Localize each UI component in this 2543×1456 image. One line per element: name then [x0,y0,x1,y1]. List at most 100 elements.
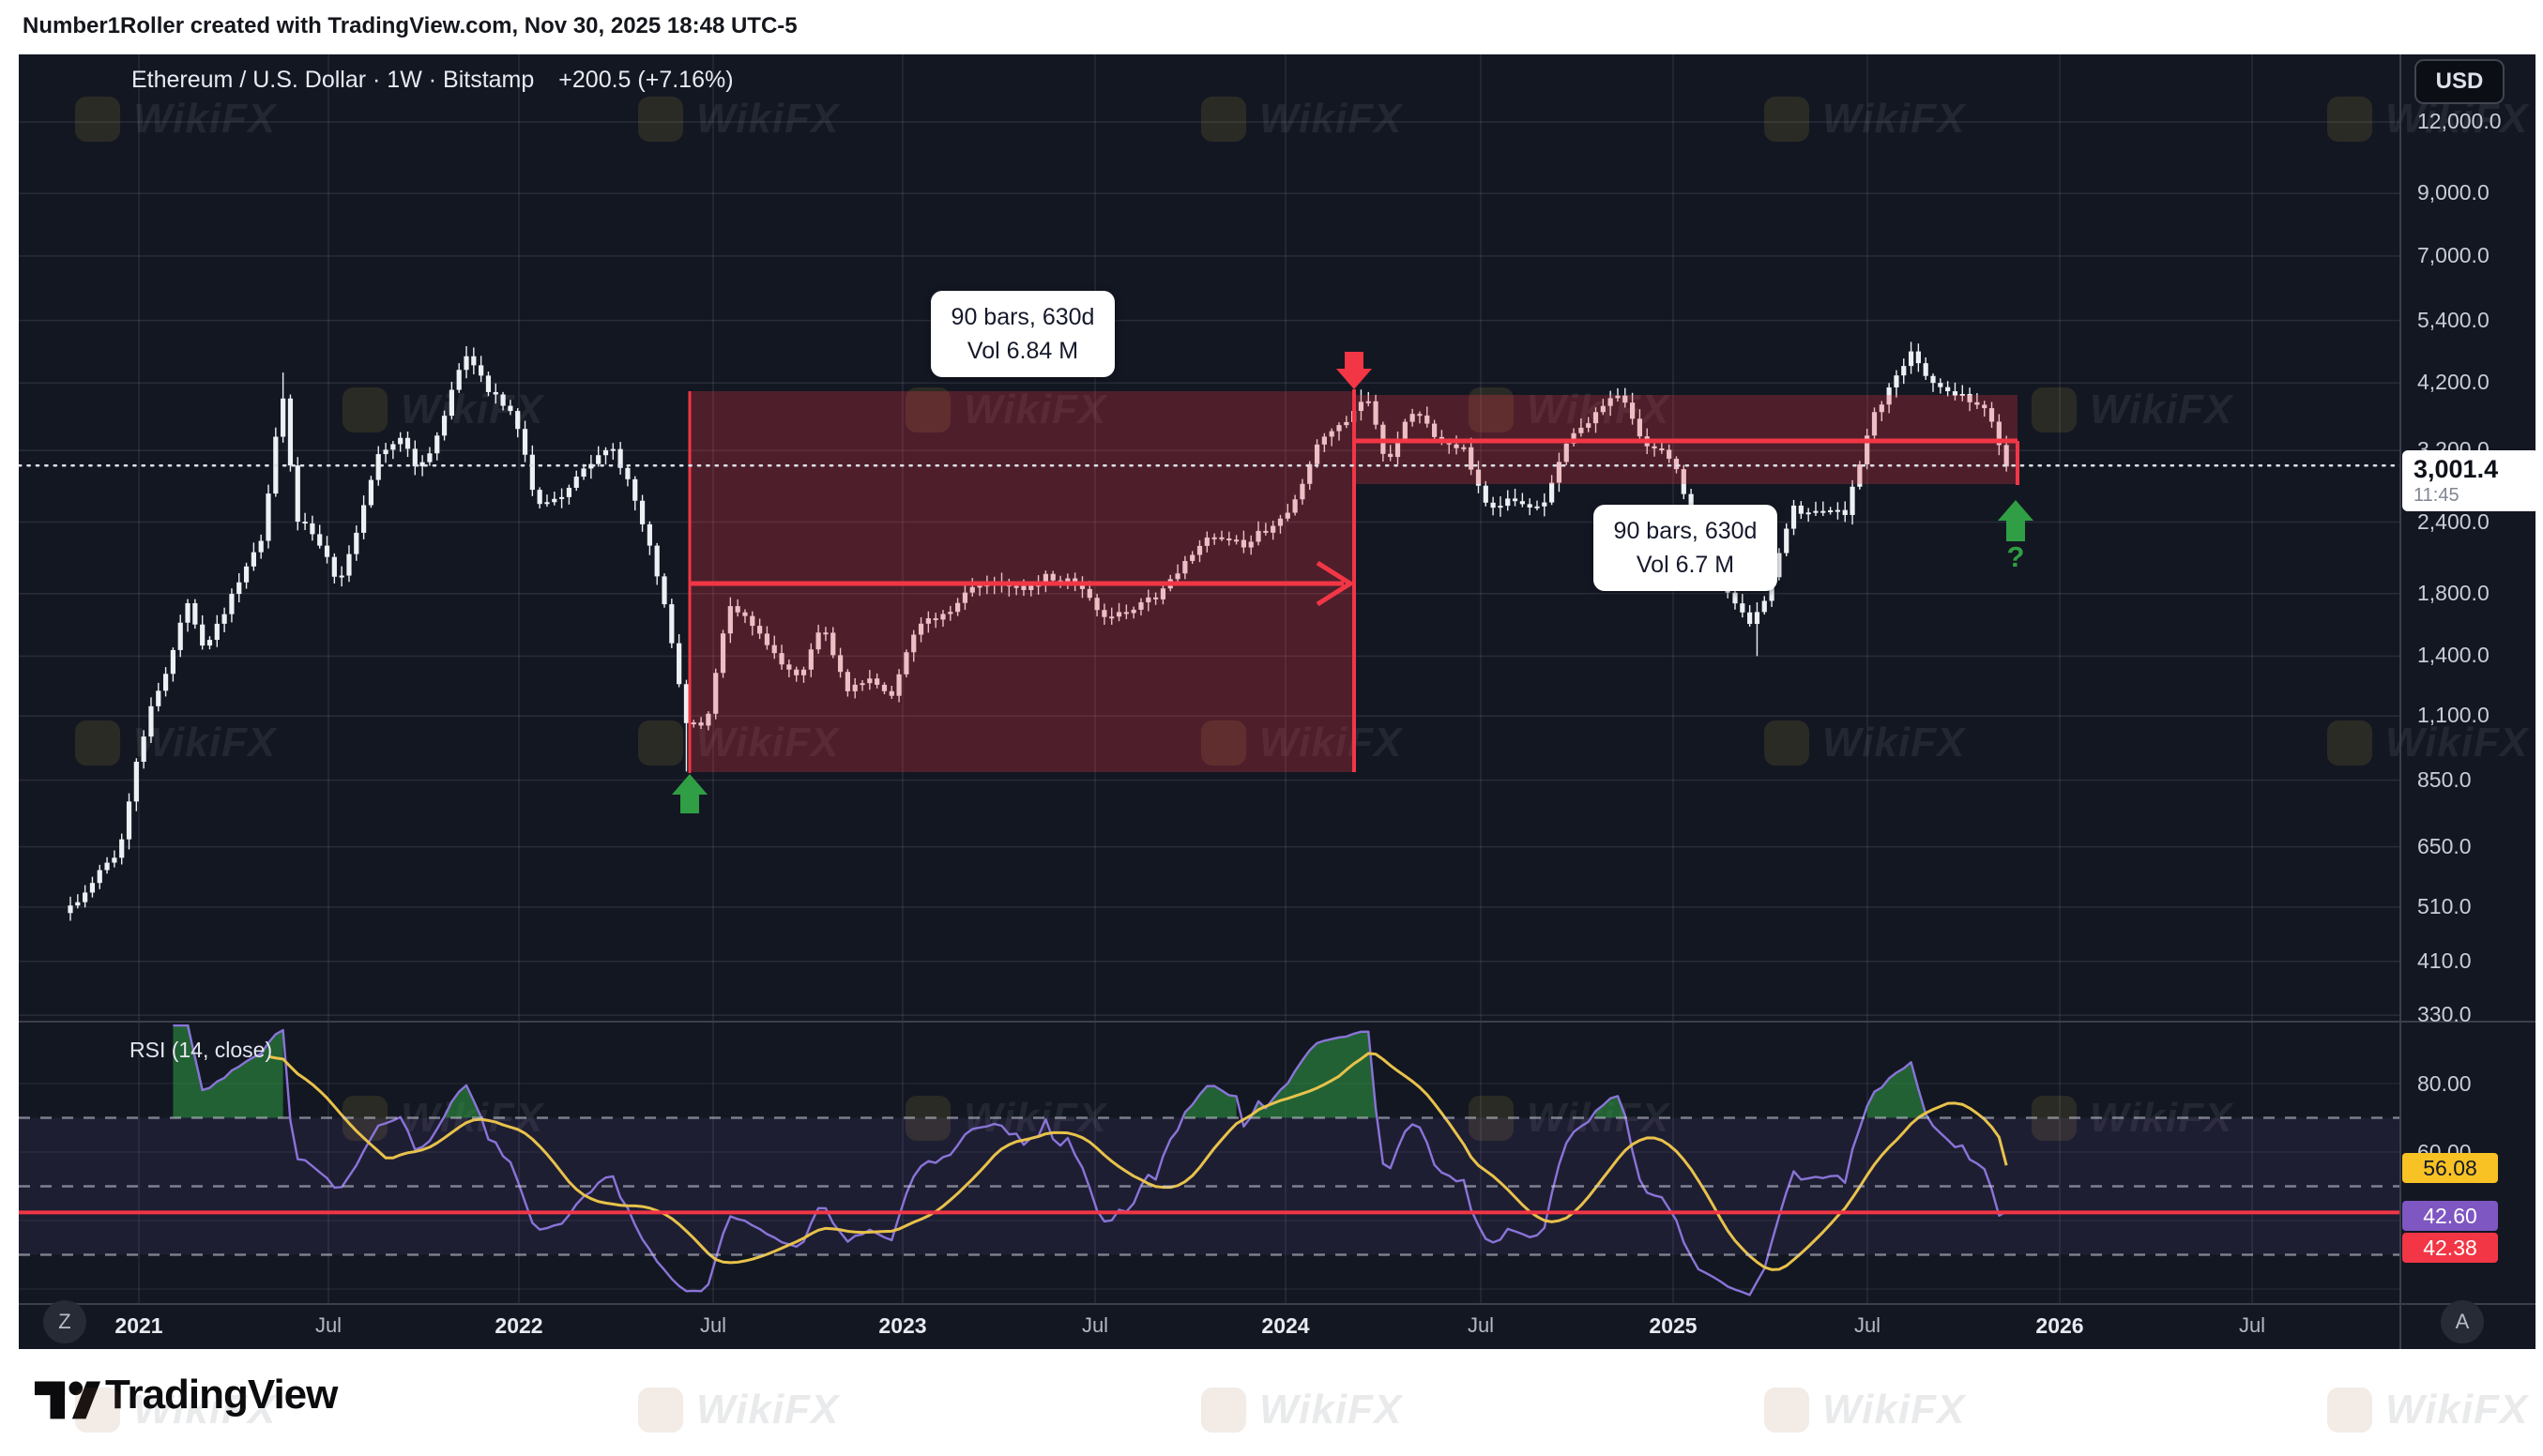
price-axis-label: 1,800.0 [2417,580,2490,605]
time-axis-label-jul-7: Jul [1467,1313,1495,1337]
wikifx-logo-icon [1764,1388,1809,1433]
wikifx-logo-icon [2327,720,2372,766]
wikifx-watermark: WikiFX [343,387,543,433]
time-axis-label-jul-3: Jul [699,1313,727,1337]
price-axis-label: 850.0 [2417,766,2472,792]
wikifx-watermark: WikiFX [1469,387,1669,433]
time-axis-label-jul-5: Jul [1081,1313,1109,1337]
wikifx-watermark-text: WikiFX [2385,1387,2529,1433]
symbol-title[interactable]: Ethereum / U.S. Dollar · 1W · Bitstamp [131,67,535,93]
wikifx-watermark: WikiFX [75,1387,276,1433]
wikifx-watermark: WikiFX [638,96,839,143]
currency-toggle-button[interactable]: USD [2414,59,2505,104]
wikifx-watermark-text: WikiFX [133,96,277,142]
wikifx-watermark-text: WikiFX [964,387,1106,433]
time-axis-label-2021: 2021 [114,1313,163,1338]
wikifx-logo-icon [1201,720,1246,766]
wikifx-logo-icon [75,1388,120,1433]
wikifx-logo-icon [2327,1388,2372,1433]
wikifx-watermark: WikiFX [1201,720,1402,766]
wikifx-watermark: WikiFX [2327,720,2528,766]
wikifx-logo-icon [1764,720,1809,766]
wikifx-logo-icon [2327,97,2372,142]
rsi-axis-label: 80.00 [2417,1071,2472,1096]
wikifx-watermark: WikiFX [906,387,1106,433]
wikifx-logo-icon [638,720,683,766]
time-axis-label-2023: 2023 [878,1313,927,1338]
price-axis-label: 1,100.0 [2417,703,2490,728]
wikifx-watermark-text: WikiFX [696,96,840,142]
wikifx-watermark: WikiFX [75,720,276,766]
price-axis-label: 510.0 [2417,893,2472,918]
time-axis-label-2024: 2024 [1261,1313,1310,1338]
price-change: +200.5 (+7.16%) [558,67,734,93]
wikifx-logo-icon [1469,387,1514,432]
wikifx-logo-icon [638,97,683,142]
price-axis-label: 650.0 [2417,833,2472,858]
wikifx-watermark: WikiFX [2032,387,2232,433]
wikifx-logo-icon [1764,97,1809,142]
wikifx-watermark: WikiFX [1201,96,1402,143]
time-axis-label-2026: 2026 [2035,1313,2084,1338]
price-axis-label: 330.0 [2417,1002,2472,1027]
measure-tooltip-2[interactable]: 90 bars, 630d Vol 6.7 M [1593,505,1777,591]
wikifx-watermark-text: WikiFX [133,720,277,766]
wikifx-watermark-text: WikiFX [696,720,839,766]
chart-container[interactable]: WikiFX WikiFX WikiFX WikiFX WikiFX WikiFX Wiki… [19,54,2539,1349]
wikifx-watermark-text: WikiFX [696,1387,840,1433]
timezone-badge[interactable]: Z [43,1300,86,1343]
measure-1-volume: Vol 6.84 M [967,337,1079,364]
wikifx-logo-icon [2032,387,2077,432]
auto-scale-badge[interactable]: A [2441,1300,2484,1343]
symbol-legend[interactable]: Ethereum / U.S. Dollar · 1W · Bitstamp +2… [131,67,734,94]
attribution-bar: Number1Roller created with TradingView.c… [0,0,2543,54]
price-axis-label: 2,400.0 [2417,508,2490,534]
question-annotation: ? [2006,540,2025,573]
wikifx-watermark-text: WikiFX [2385,720,2529,766]
wikifx-logo-icon [75,97,120,142]
rsi-level-badge: 42.38 [2402,1233,2498,1263]
last-price-value: 3,001.4 [2414,455,2499,483]
wikifx-watermark: WikiFX [1764,96,1965,143]
measure-tooltip-1[interactable]: 90 bars, 630d Vol 6.84 M [931,291,1115,377]
price-axis-label: 1,400.0 [2417,643,2490,668]
tradingview-logo-icon[interactable] [33,1372,102,1426]
measure-2-volume: Vol 6.7 M [1636,551,1735,578]
attribution-text: Number1Roller created with TradingView.c… [23,13,798,38]
wikifx-watermark: WikiFX [2327,1387,2528,1433]
wikifx-logo-icon [1201,1388,1246,1433]
wikifx-logo-icon [906,387,951,432]
price-axis-label: 5,400.0 [2417,307,2490,332]
wikifx-watermark-text: WikiFX [1259,96,1403,142]
wikifx-watermark-text: WikiFX [1822,1387,1966,1433]
bar-countdown: 11:45 [2414,485,2459,506]
time-axis-label-jul-1: Jul [314,1313,343,1337]
wikifx-watermark-text: WikiFX [1822,96,1966,142]
wikifx-watermark-text: WikiFX [1527,387,1669,433]
rsi-ma-value-badge: 56.08 [2402,1153,2498,1183]
measure-1-bars: 90 bars, 630d [951,303,1095,330]
wikifx-watermark-text: WikiFX [2090,387,2233,432]
wikifx-watermark: WikiFX [638,720,839,766]
price-axis-label: 7,000.0 [2417,242,2490,267]
time-axis-label-2025: 2025 [1649,1313,1698,1338]
time-axis-label-2022: 2022 [495,1313,543,1338]
tradingview-brand[interactable]: TradingView [105,1372,338,1418]
wikifx-watermark: WikiFX [1764,720,1965,766]
measure-2-bars: 90 bars, 630d [1613,517,1758,544]
wikifx-watermark: WikiFX [638,1387,839,1433]
wikifx-watermark: WikiFX [75,96,276,143]
wikifx-watermark-text: WikiFX [1259,720,1402,766]
wikifx-logo-icon [75,720,120,766]
rsi-indicator-label[interactable]: RSI (14, close) [129,1038,273,1062]
price-rsi-chart[interactable] [19,54,2535,1349]
wikifx-watermark-text: WikiFX [1259,1387,1403,1433]
price-axis-label: 9,000.0 [2417,180,2490,205]
price-axis-label: 4,200.0 [2417,370,2490,395]
time-axis-label-jul-11: Jul [2238,1313,2266,1337]
price-axis-label: 410.0 [2417,948,2472,973]
wikifx-logo-icon [343,387,388,432]
price-axis-label: 12,000.0 [2417,109,2502,133]
wikifx-logo-icon [1201,97,1246,142]
